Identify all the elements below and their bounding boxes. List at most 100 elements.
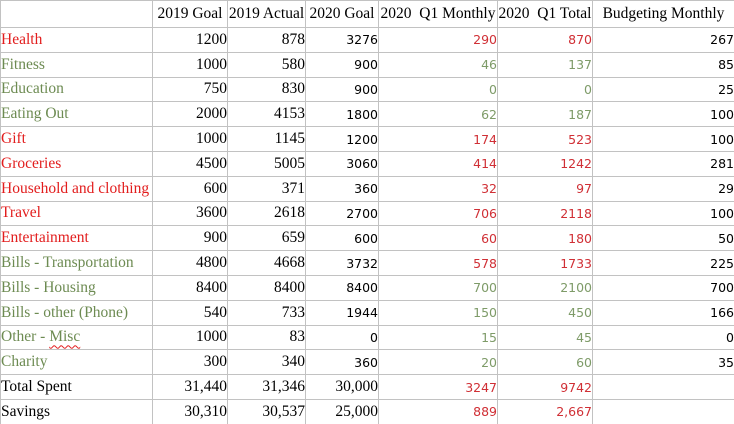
row-label: Household and clothing — [0, 175, 153, 202]
cell-budgeting-monthly: 281 — [592, 150, 734, 177]
cell-2020-q1-monthly: 414 — [378, 150, 498, 177]
cell-2020-q1-total: 60 — [497, 349, 593, 376]
cell-2020-goal: 0 — [305, 324, 379, 351]
cell-2019-actual: 30,537 — [227, 398, 306, 424]
table-row: Gift 1000 1145 1200 174 523 100 — [0, 126, 734, 152]
cell-2020-q1-total: 0 — [497, 76, 593, 103]
column-header: Budgeting Monthly — [592, 0, 734, 28]
table-row: Eating Out 2000 4153 1800 62 187 100 — [0, 101, 734, 128]
table-row: Other - Misc 1000 83 0 15 45 0 — [0, 324, 734, 351]
column-header: 2020 Q1 Total — [497, 0, 593, 28]
cell-2019-actual: 733 — [227, 299, 306, 326]
cell-2020-q1-monthly: 700 — [378, 274, 498, 301]
cell-2019-actual: 4668 — [227, 250, 306, 276]
cell-2019-goal: 4500 — [152, 150, 228, 177]
cell-2019-actual: 371 — [227, 175, 306, 202]
cell-2019-actual: 31,346 — [227, 374, 306, 400]
cell-2020-q1-total: 9742 — [497, 374, 593, 400]
cell-2020-goal: 3060 — [305, 150, 379, 177]
cell-2020-q1-total: 1733 — [497, 250, 593, 276]
cell-2019-goal: 600 — [152, 175, 228, 202]
cell-2020-q1-monthly: 3247 — [378, 374, 498, 400]
cell-2019-actual: 83 — [227, 324, 306, 351]
cell-2020-q1-monthly: 174 — [378, 126, 498, 152]
column-header: 2020 Goal — [305, 0, 379, 28]
cell-budgeting-monthly: 166 — [592, 299, 734, 326]
table-row: Bills - Housing 8400 8400 8400 700 2100 700 — [0, 274, 734, 301]
cell-2020-q1-total: 2,667 — [497, 398, 593, 424]
cell-budgeting-monthly: 700 — [592, 274, 734, 301]
cell-2019-goal: 1200 — [152, 27, 228, 53]
cell-2020-goal: 1200 — [305, 126, 379, 152]
cell-2019-goal: 1000 — [152, 51, 228, 78]
row-label: Total Spent — [0, 374, 153, 400]
cell-2019-goal: 8400 — [152, 274, 228, 301]
cell-2020-goal: 3276 — [305, 27, 379, 53]
cell-2020-q1-total: 45 — [497, 324, 593, 351]
cell-2019-goal: 750 — [152, 76, 228, 103]
cell-2020-goal: 8400 — [305, 274, 379, 301]
table-row: Health 1200 878 3276 290 870 267 — [0, 27, 734, 53]
cell-2019-actual: 4153 — [227, 101, 306, 128]
misspelled-word: Misc — [49, 328, 81, 346]
cell-2019-actual: 659 — [227, 225, 306, 252]
cell-2020-goal: 600 — [305, 225, 379, 252]
cell-2020-q1-total: 2100 — [497, 274, 593, 301]
cell-2019-actual: 2618 — [227, 200, 306, 227]
cell-2020-q1-monthly: 889 — [378, 398, 498, 424]
table-row: Savings 30,310 30,537 25,000 889 2,667 — [0, 398, 734, 424]
cell-2019-goal: 300 — [152, 349, 228, 376]
cell-2019-goal: 4800 — [152, 250, 228, 276]
cell-2020-q1-total: 97 — [497, 175, 593, 202]
table-row: Travel 3600 2618 2700 706 2118 100 — [0, 200, 734, 227]
cell-budgeting-monthly: 29 — [592, 175, 734, 202]
cell-2019-goal: 1000 — [152, 324, 228, 351]
row-label: Savings — [0, 398, 153, 424]
cell-2020-goal: 360 — [305, 349, 379, 376]
row-label: Travel — [0, 200, 153, 227]
cell-budgeting-monthly: 100 — [592, 126, 734, 152]
row-label: Charity — [0, 349, 153, 376]
cell-2020-goal: 3732 — [305, 250, 379, 276]
cell-2020-q1-monthly: 706 — [378, 200, 498, 227]
cell-2019-actual: 878 — [227, 27, 306, 53]
cell-2019-actual: 580 — [227, 51, 306, 78]
cell-budgeting-monthly: 25 — [592, 76, 734, 103]
table-row: Total Spent 31,440 31,346 30,000 3247 9742 — [0, 374, 734, 400]
cell-2020-q1-monthly: 15 — [378, 324, 498, 351]
cell-2020-goal: 30,000 — [305, 374, 379, 400]
cell-2019-actual: 1145 — [227, 126, 306, 152]
cell-2020-q1-total: 137 — [497, 51, 593, 78]
row-label: Bills - other (Phone) — [0, 299, 153, 326]
cell-budgeting-monthly: 225 — [592, 250, 734, 276]
row-label: Education — [0, 76, 153, 103]
corner-cell — [0, 0, 153, 28]
cell-budgeting-monthly — [592, 398, 734, 424]
cell-2020-q1-monthly: 32 — [378, 175, 498, 202]
cell-2020-goal: 1944 — [305, 299, 379, 326]
row-label: Entertainment — [0, 225, 153, 252]
table-row: Bills - other (Phone) 540 733 1944 150 450 166 — [0, 299, 734, 326]
cell-budgeting-monthly: 35 — [592, 349, 734, 376]
row-label: Eating Out — [0, 101, 153, 128]
cell-2019-goal: 30,310 — [152, 398, 228, 424]
cell-budgeting-monthly: 267 — [592, 27, 734, 53]
cell-budgeting-monthly: 0 — [592, 324, 734, 351]
cell-2019-goal: 1000 — [152, 126, 228, 152]
cell-2019-actual: 5005 — [227, 150, 306, 177]
cell-2020-q1-monthly: 46 — [378, 51, 498, 78]
table-header: 2019 Goal 2019 Actual 2020 Goal 2020 Q1 Mon… — [0, 0, 734, 28]
cell-2019-goal: 3600 — [152, 200, 228, 227]
cell-2019-actual: 830 — [227, 76, 306, 103]
cell-2020-q1-total: 870 — [497, 27, 593, 53]
row-label: Bills - Housing — [0, 274, 153, 301]
cell-2019-goal: 540 — [152, 299, 228, 326]
row-label: Other - Misc — [0, 324, 153, 351]
cell-2020-q1-total: 450 — [497, 299, 593, 326]
cell-budgeting-monthly — [592, 374, 734, 400]
row-label: Health — [0, 27, 153, 53]
cell-budgeting-monthly: 50 — [592, 225, 734, 252]
cell-2019-goal: 31,440 — [152, 374, 228, 400]
cell-2019-actual: 8400 — [227, 274, 306, 301]
